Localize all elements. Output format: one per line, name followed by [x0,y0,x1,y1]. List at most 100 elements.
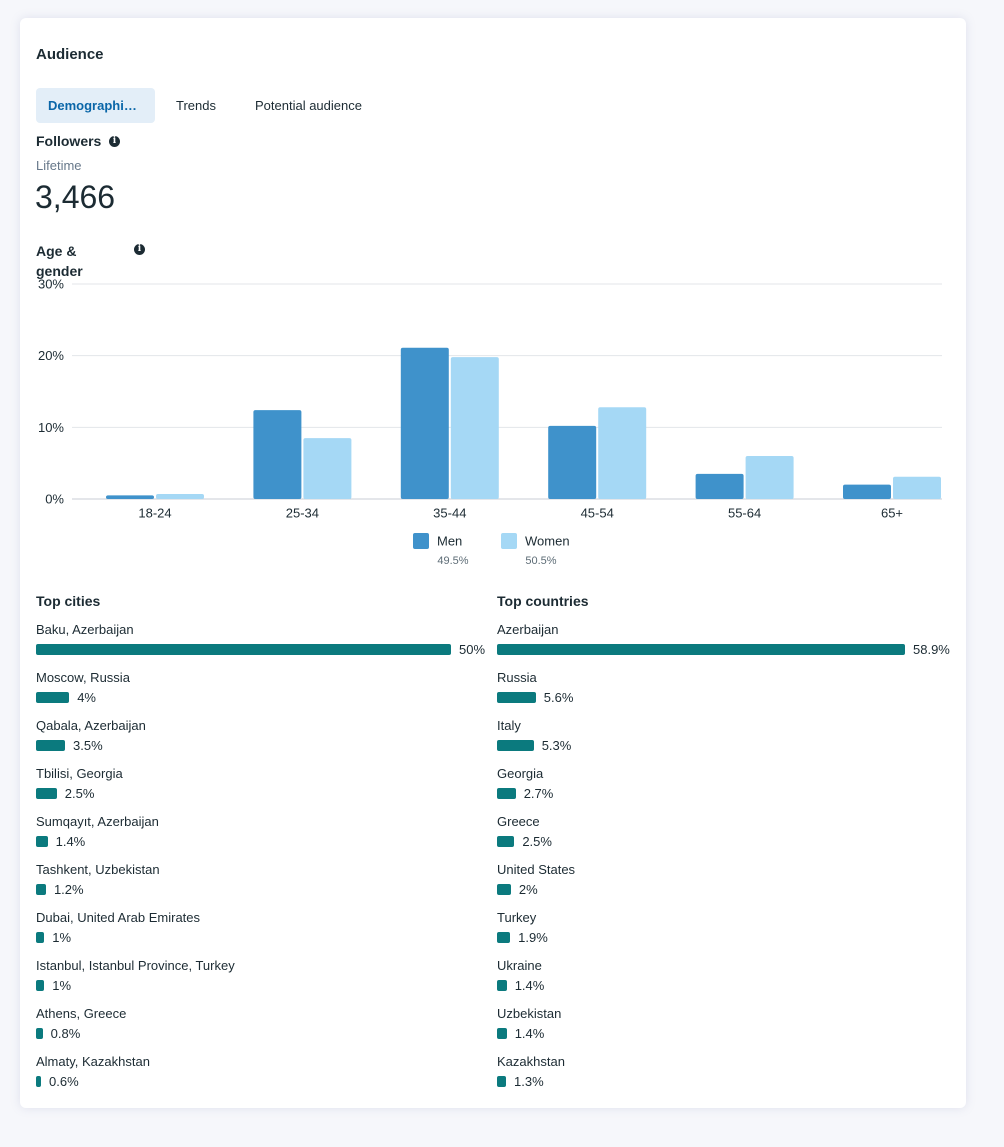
item-value: 58.9% [913,642,950,657]
tab[interactable]: Potential audience [255,98,362,113]
item-value: 1.4% [55,834,86,849]
legend-share: 50.5% [525,555,556,567]
bar [893,476,941,499]
item-value: 1% [52,978,72,993]
legend-swatch [413,533,429,549]
item-value: 2.5% [522,834,552,849]
audience-card [20,18,966,1108]
x-tick-label: 45-54 [581,505,614,520]
list-title: Top countries [497,593,589,609]
tab[interactable]: Trends [176,98,216,113]
period: Lifetime [36,158,82,173]
item-value: 3.5% [73,738,103,753]
item-bar [36,980,45,991]
tab-active-bg[interactable] [36,88,155,123]
legend-label: Women [525,533,570,548]
item-bar [497,884,511,895]
y-tick-label: 0% [45,491,64,506]
y-tick-label: 10% [38,420,64,435]
item-value: 1.4% [514,1026,545,1041]
bar [843,484,891,499]
bar [106,495,154,499]
item-name: Tbilisi, Georgia [36,766,123,781]
item-bar [36,836,48,847]
item-bar [36,1028,43,1039]
item-value: 4% [77,690,96,705]
info-icon[interactable]: i [109,136,120,147]
followers-label: Followers [36,133,102,149]
item-value: 2.7% [523,786,554,801]
item-name: Azerbaijan [497,622,559,637]
item-name: Tashkent, Uzbekistan [36,862,160,877]
item-name: Almaty, Kazakhstan [36,1054,150,1069]
item-bar [36,884,46,895]
item-name: Ukraine [497,958,542,973]
item-name: Georgia [497,766,544,781]
bar [303,438,352,499]
item-bar [497,644,905,655]
y-tick-label: 30% [38,276,64,291]
item-bar [36,740,66,751]
item-bar [497,836,515,847]
bar [450,357,499,499]
bar [548,425,597,499]
item-value: 0.8% [50,1026,81,1041]
item-value: 1% [52,930,72,945]
item-name: United States [497,862,576,877]
item-bar [497,788,516,799]
x-tick-label: 65+ [881,505,903,520]
legend-share: 49.5% [437,555,468,567]
item-value: 1.3% [514,1074,544,1089]
tab[interactable]: Demographi… [48,98,137,113]
info-icon[interactable]: i [134,244,145,255]
item-name: Russia [497,670,537,685]
x-tick-label: 55-64 [728,505,761,520]
item-bar [497,740,534,751]
bar [400,347,449,499]
item-name: Istanbul, Istanbul Province, Turkey [36,958,235,973]
card-title: Audience [36,46,104,63]
legend-swatch [501,533,517,549]
item-name: Athens, Greece [36,1006,127,1021]
list-title: Top cities [36,593,101,609]
item-value: 1.9% [518,930,548,945]
item-name: Baku, Azerbaijan [36,622,134,637]
item-value: 1.2% [53,882,84,897]
x-tick-label: 25-34 [286,505,319,520]
item-name: Italy [497,718,521,733]
item-name: Uzbekistan [497,1006,562,1021]
item-bar [36,1076,41,1087]
item-name: Turkey [497,910,537,925]
bar [695,473,744,499]
followers-count: 3,466 [35,179,116,215]
x-tick-label: 18-24 [138,505,171,520]
item-bar [497,1076,506,1087]
item-bar [497,932,511,943]
item-name: Qabala, Azerbaijan [36,718,146,733]
item-bar [497,980,507,991]
item-name: Dubai, United Arab Emirates [36,910,201,925]
item-value: 2% [518,882,538,897]
x-tick-label: 35-44 [433,505,466,520]
age-gender-chart: 0% 10% 20% 30% 18-24 25-34 35-44 45-54 55-64 65+ M… [38,276,942,567]
item-bar [497,1028,507,1039]
item-bar [36,644,451,655]
bar [253,410,302,499]
chart-title: Age & gender [36,243,83,279]
item-value: 1.4% [514,978,545,993]
item-bar [36,788,57,799]
bar [745,456,794,499]
item-value: 5.3% [541,738,572,753]
item-value: 2.5% [64,786,95,801]
item-name: Sumqayıt, Azerbaijan [36,814,159,829]
bar [156,493,204,499]
item-value: 50% [459,642,486,657]
item-bar [36,692,70,703]
item-bar [497,692,536,703]
item-name: Moscow, Russia [36,670,130,685]
y-tick-label: 20% [38,348,64,363]
item-value: 5.6% [543,690,574,705]
bar [598,407,647,499]
legend-label: Men [437,533,462,548]
